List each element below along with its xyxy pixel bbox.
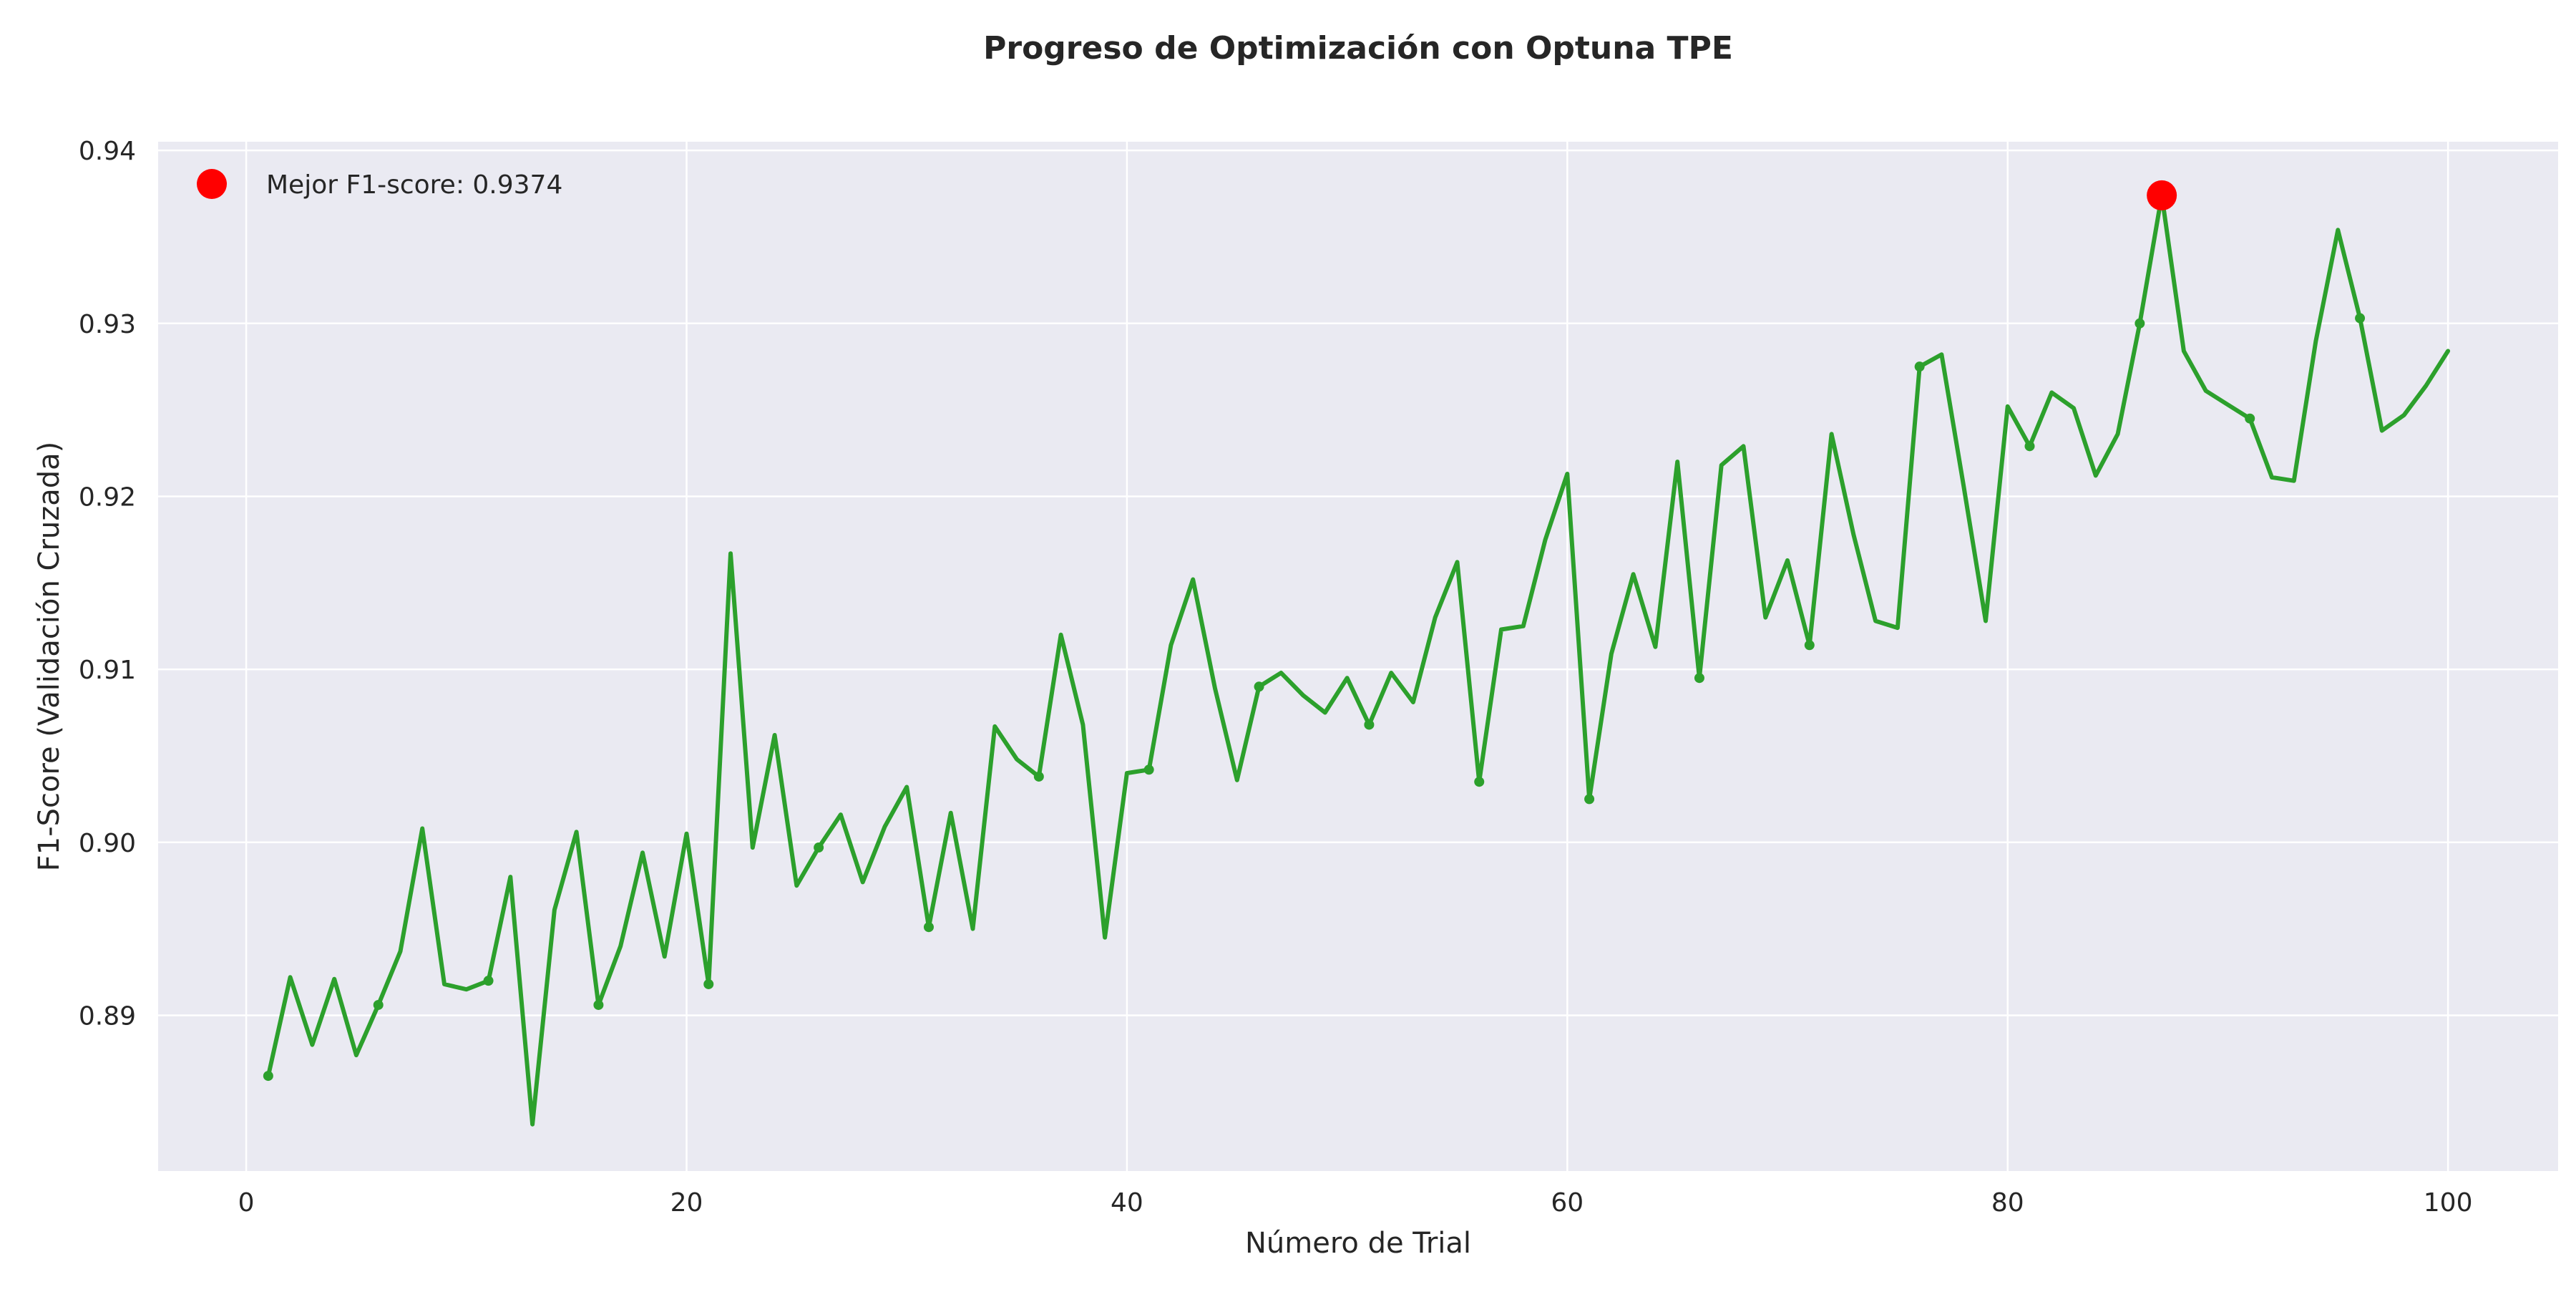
data-point bbox=[703, 978, 714, 989]
data-point bbox=[483, 976, 494, 986]
y-tick-label: 0.93 bbox=[79, 310, 136, 339]
data-point bbox=[2355, 313, 2366, 324]
data-point bbox=[1033, 771, 1044, 782]
legend: Mejor F1-score: 0.9374 bbox=[197, 169, 562, 200]
y-axis-ticks: 0.89 0.90 0.91 0.92 0.93 0.94 bbox=[79, 137, 136, 1031]
data-point bbox=[1694, 673, 1704, 684]
best-point bbox=[2147, 180, 2177, 210]
y-tick-label: 0.89 bbox=[79, 1001, 136, 1031]
y-tick-label: 0.94 bbox=[79, 137, 136, 166]
data-point bbox=[373, 999, 384, 1010]
data-point bbox=[923, 922, 934, 933]
x-axis-ticks: 0 20 40 60 80 100 bbox=[238, 1188, 2473, 1218]
y-axis-label: F1-Score (Validación Cruzada) bbox=[33, 442, 66, 872]
chart-title: Progreso de Optimización con Optuna TPE bbox=[983, 30, 1733, 67]
x-tick-label: 20 bbox=[670, 1188, 703, 1218]
data-point bbox=[2024, 441, 2035, 452]
series-line bbox=[265, 193, 2451, 1127]
data-point bbox=[1474, 777, 1485, 787]
y-tick-label: 0.92 bbox=[79, 482, 136, 512]
legend-best-label: Mejor F1-score: 0.9374 bbox=[266, 170, 562, 200]
x-tick-label: 40 bbox=[1111, 1188, 1143, 1218]
data-point bbox=[1364, 719, 1375, 730]
x-tick-label: 60 bbox=[1551, 1188, 1584, 1218]
series-layer bbox=[263, 180, 2451, 1127]
data-point bbox=[263, 1071, 273, 1082]
x-tick-label: 100 bbox=[2424, 1188, 2473, 1218]
data-point bbox=[1804, 640, 1815, 651]
grid-lines bbox=[158, 142, 2558, 1171]
data-point bbox=[593, 999, 604, 1010]
y-tick-label: 0.90 bbox=[79, 829, 136, 858]
data-point bbox=[1143, 764, 1154, 775]
x-tick-label: 80 bbox=[1991, 1188, 2024, 1218]
data-point bbox=[814, 842, 824, 853]
data-point bbox=[2135, 318, 2145, 329]
x-tick-label: 0 bbox=[238, 1188, 255, 1218]
data-point bbox=[2245, 413, 2255, 424]
data-point bbox=[1254, 681, 1264, 692]
data-point bbox=[1584, 794, 1595, 805]
plot-area bbox=[158, 142, 2558, 1171]
legend-best-marker bbox=[197, 169, 227, 199]
data-point bbox=[1914, 361, 1925, 372]
x-axis-label: Número de Trial bbox=[1245, 1227, 1471, 1260]
y-tick-label: 0.91 bbox=[79, 656, 136, 685]
